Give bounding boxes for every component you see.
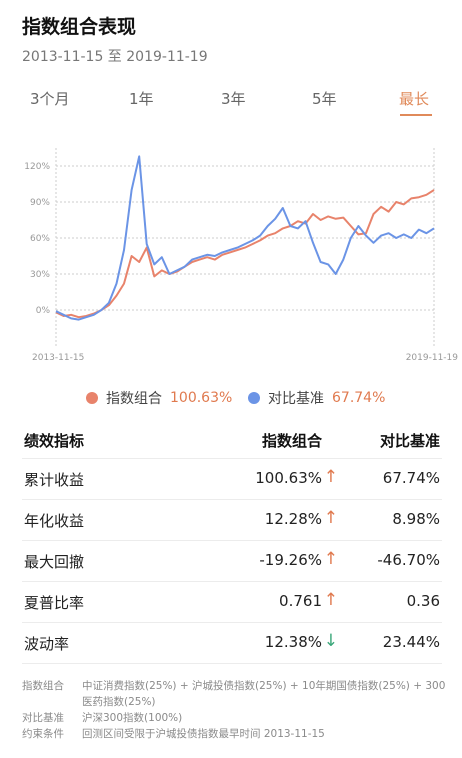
arrow-up-icon: ↑ [323, 590, 338, 610]
chart-legend: 指数组合 100.63% 对比基准 67.74% [0, 388, 462, 412]
portfolio-dot-icon [86, 392, 98, 404]
table-row: 夏普比率 0.761 ↑ 0.36 [22, 582, 442, 623]
metrics-table-header: 绩效指标 指数组合 对比基准 [22, 426, 442, 459]
y-tick-label: 0% [36, 306, 51, 316]
date-range: 2013-11-15 至 2019-11-19 [22, 49, 208, 65]
note-key: 约束条件 [22, 728, 64, 740]
portfolio-value: 100.63% [255, 469, 322, 487]
tab-longest[interactable]: 最长 [399, 90, 430, 108]
header-metric: 绩效指标 [24, 432, 85, 450]
note-value: 中证消费指数(25%) + 沪城投债指数(25%) + 10年期国债指数(25%… [82, 680, 446, 708]
legend-value-portfolio: 100.63% [170, 390, 233, 406]
note-benchmark: 对比基准 沪深300指数(100%) [22, 710, 452, 726]
y-tick-label: 120% [24, 162, 50, 172]
footnotes: 指数组合 中证消费指数(25%) + 沪城投债指数(25%) + 10年期国债指… [22, 678, 452, 742]
benchmark-value: 8.98% [392, 510, 440, 528]
benchmark-value: -46.70% [377, 551, 440, 569]
note-constraint: 约束条件 回测区间受限于沪城投债指数最早时间 2013-11-15 [22, 726, 452, 742]
series-line-benchmark [55, 155, 435, 321]
table-row: 年化收益 12.28% ↑ 8.98% [22, 500, 442, 541]
period-tabs: 3个月 1年 3年 5年 最长 [0, 88, 462, 122]
y-tick-label: 30% [30, 270, 50, 280]
arrow-up-icon: ↑ [323, 508, 338, 528]
portfolio-value: 12.38% [264, 633, 322, 651]
table-row: 波动率 12.38% ↓ 23.44% [22, 623, 442, 664]
header-benchmark: 对比基准 [379, 432, 440, 450]
tab-3-months[interactable]: 3个月 [30, 90, 70, 108]
x-start-label: 2013-11-15 [32, 353, 84, 363]
active-tab-indicator [400, 114, 432, 116]
y-tick-label: 60% [30, 234, 50, 244]
benchmark-value: 23.44% [382, 633, 440, 651]
benchmark-dot-icon [248, 392, 260, 404]
legend-item-portfolio: 指数组合 100.63% [86, 388, 232, 408]
portfolio-value: 12.28% [264, 510, 322, 528]
arrow-up-icon: ↑ [323, 549, 338, 569]
table-row: 最大回撤 -19.26% ↑ -46.70% [22, 541, 442, 582]
portfolio-value: 0.761 [279, 592, 322, 610]
legend-item-benchmark: 对比基准 67.74% [248, 388, 385, 408]
note-value: 回测区间受限于沪城投债指数最早时间 2013-11-15 [82, 728, 325, 740]
metric-label: 最大回撤 [24, 553, 85, 571]
metric-label: 年化收益 [24, 512, 85, 530]
metrics-table: 绩效指标 指数组合 对比基准 累计收益 100.63% ↑ 67.74% 年化收… [22, 426, 442, 664]
performance-chart: 120% 90% 60% 30% 0% 2013-11-15 2019-11-19 [0, 138, 462, 373]
benchmark-value: 67.74% [382, 469, 440, 487]
x-end-label: 2019-11-19 [406, 353, 459, 363]
table-row: 累计收益 100.63% ↑ 67.74% [22, 459, 442, 500]
tab-3-years[interactable]: 3年 [221, 90, 246, 108]
note-value: 沪深300指数(100%) [82, 712, 183, 724]
benchmark-value: 0.36 [406, 592, 440, 610]
page-title: 指数组合表现 [22, 16, 137, 38]
legend-value-benchmark: 67.74% [332, 390, 386, 406]
tab-5-years[interactable]: 5年 [312, 90, 337, 108]
legend-label-portfolio: 指数组合 [106, 391, 162, 407]
note-key: 对比基准 [22, 712, 64, 724]
arrow-down-icon: ↓ [323, 631, 338, 651]
metric-label: 夏普比率 [24, 594, 85, 612]
portfolio-value: -19.26% [259, 551, 322, 569]
note-portfolio: 指数组合 中证消费指数(25%) + 沪城投债指数(25%) + 10年期国债指… [22, 678, 452, 710]
performance-chart-svg: 120% 90% 60% 30% 0% 2013-11-15 2019-11-19 [24, 148, 459, 363]
series-line-portfolio [55, 189, 435, 319]
metric-label: 累计收益 [24, 471, 85, 489]
tab-1-year[interactable]: 1年 [129, 90, 154, 108]
header-portfolio: 指数组合 [261, 432, 322, 450]
arrow-up-icon: ↑ [323, 467, 338, 487]
legend-label-benchmark: 对比基准 [268, 391, 324, 407]
note-key: 指数组合 [22, 680, 64, 692]
y-tick-label: 90% [30, 198, 50, 208]
metric-label: 波动率 [24, 635, 70, 653]
